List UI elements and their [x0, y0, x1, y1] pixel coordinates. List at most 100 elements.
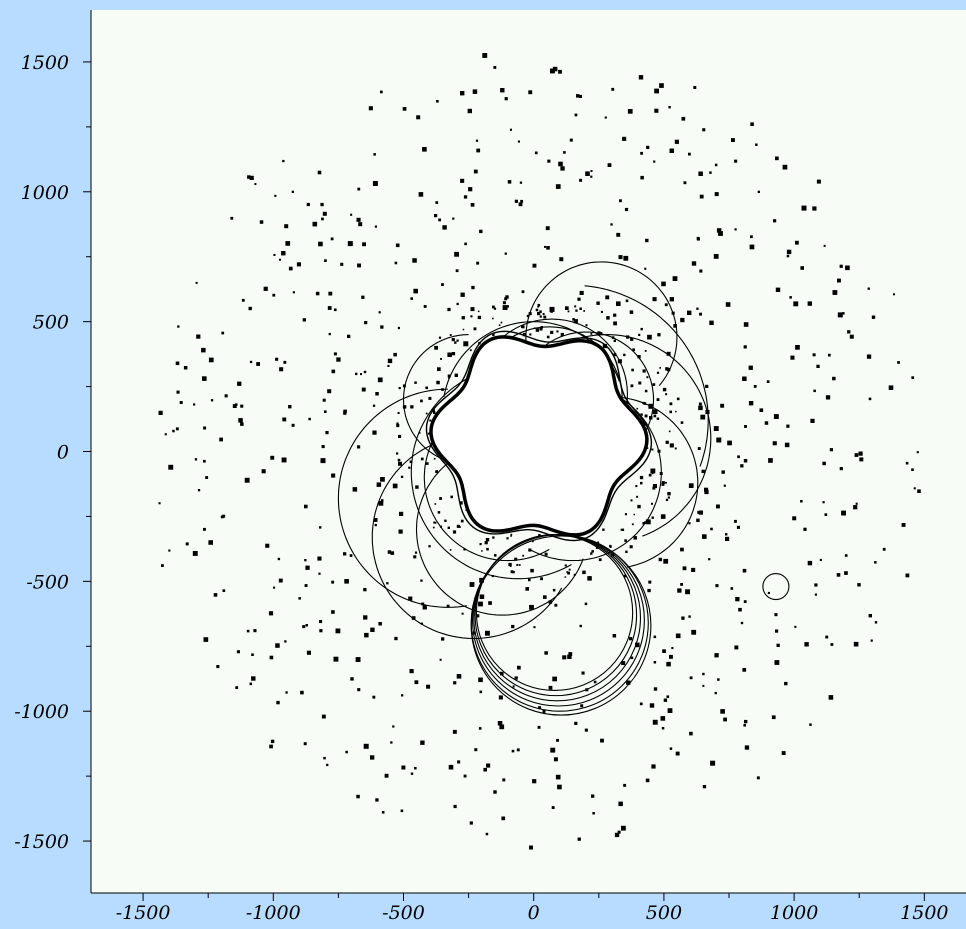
scatter-point [687, 310, 692, 315]
scatter-point [702, 672, 705, 676]
scatter-point [392, 483, 398, 489]
scatter-point [372, 404, 376, 407]
scatter-point [816, 179, 821, 184]
y-tick-label: 500 [33, 312, 69, 334]
scatter-point [550, 747, 556, 753]
scatter-point [700, 414, 706, 420]
scatter-point [720, 709, 725, 714]
scatter-point [592, 812, 595, 815]
scatter-point [650, 468, 656, 474]
scatter-point [303, 742, 307, 746]
scatter-point [667, 492, 671, 496]
scatter-point [397, 458, 401, 462]
scatter-point [663, 698, 668, 702]
scatter-point [630, 656, 634, 660]
scatter-point [565, 306, 569, 310]
scatter-point [345, 750, 348, 754]
scatter-point [414, 381, 417, 384]
scatter-point [559, 257, 564, 262]
scatter-point [319, 629, 323, 633]
scatter-point [545, 226, 550, 231]
scatter-point [244, 477, 250, 483]
scatter-point [552, 676, 557, 682]
scatter-point [175, 361, 180, 366]
scatter-point [652, 719, 658, 725]
scatter-point [251, 676, 256, 681]
scatter-point [528, 548, 532, 552]
scatter-point [449, 334, 452, 336]
scatter-point [213, 593, 218, 597]
scatter-point [363, 743, 369, 749]
scatter-point [456, 524, 460, 528]
scatter-point [585, 324, 588, 327]
scatter-point [644, 521, 647, 524]
scatter-point [839, 467, 843, 471]
scatter-point [237, 381, 242, 386]
scatter-point [734, 519, 737, 523]
scatter-point [535, 308, 539, 312]
scatter-point [543, 315, 547, 319]
scatter-point [631, 523, 634, 526]
scatter-point [470, 307, 475, 312]
scatter-point [479, 690, 483, 694]
scatter-point [408, 466, 411, 469]
scatter-point [652, 486, 656, 490]
scatter-point [576, 94, 580, 98]
scatter-point [792, 516, 797, 521]
scatter-point [652, 383, 656, 386]
scatter-point [630, 384, 634, 388]
scatter-point [521, 290, 525, 294]
scatter-point [579, 624, 582, 628]
scatter-point [636, 407, 639, 410]
scatter-point [455, 269, 459, 273]
scatter-point [528, 312, 532, 316]
scatter-point [438, 218, 441, 222]
scatter-point [439, 497, 442, 500]
scatter-point [839, 264, 843, 268]
scatter-point [618, 801, 623, 807]
scatter-point [660, 514, 666, 519]
scatter-point [665, 367, 669, 371]
scatter-point [764, 421, 769, 425]
scatter-point [630, 337, 634, 341]
scatter-point [435, 470, 438, 473]
scatter-point [410, 405, 414, 409]
scatter-point [642, 522, 645, 525]
scatter-point [669, 402, 673, 406]
scatter-point [513, 571, 515, 573]
scatter-point [715, 584, 719, 588]
scatter-point [720, 403, 725, 408]
scatter-point [744, 425, 747, 428]
scatter-point [304, 584, 308, 587]
scatter-point [411, 616, 416, 620]
scatter-point [556, 330, 559, 333]
scatter-point [790, 355, 795, 360]
scatter-point [644, 267, 647, 270]
scatter-point [688, 522, 691, 525]
scatter-point [358, 222, 363, 227]
scatter-point [537, 311, 541, 316]
scatter-point [506, 537, 509, 540]
scatter-point [323, 756, 326, 760]
scatter-point [773, 414, 779, 419]
scatter-point [463, 195, 468, 199]
scatter-point [743, 600, 747, 603]
scatter-point [175, 427, 179, 431]
scatter-point [583, 310, 585, 312]
scatter-point [433, 411, 436, 414]
scatter-point [697, 447, 701, 450]
scatter-point [456, 339, 459, 342]
scatter-point [305, 565, 310, 570]
scatter-point [867, 287, 870, 290]
scatter-point [688, 483, 694, 488]
scatter-point [568, 652, 573, 656]
scatter-point [609, 544, 612, 548]
scatter-point [691, 567, 696, 572]
scatter-point [717, 678, 720, 681]
scatter-point [349, 554, 353, 557]
scatter-point [441, 283, 444, 286]
scatter-point [400, 809, 404, 813]
scatter-point [566, 571, 569, 574]
scatter-point [418, 432, 421, 434]
scatter-point [347, 241, 353, 247]
